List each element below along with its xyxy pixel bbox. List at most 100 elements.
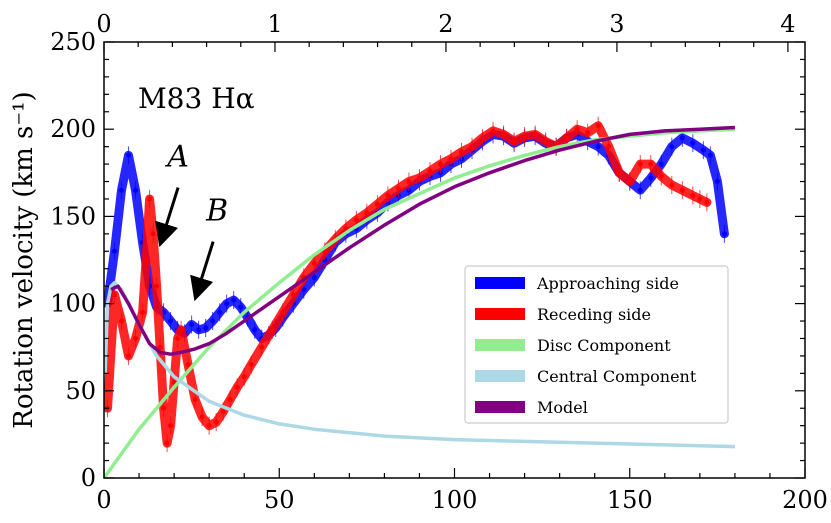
data-point — [164, 440, 170, 446]
legend-swatch — [475, 339, 525, 351]
data-point — [126, 353, 132, 359]
data-point — [532, 131, 538, 137]
data-point — [490, 128, 496, 134]
data-point — [311, 274, 317, 280]
data-point — [690, 140, 696, 146]
legend-entry: Approaching side — [536, 274, 679, 293]
data-point — [616, 170, 622, 176]
legend-entry: Disc Component — [537, 336, 671, 355]
data-point — [690, 192, 696, 198]
data-point — [210, 318, 216, 324]
data-point — [154, 283, 160, 289]
x-tick-label: 150 — [607, 486, 653, 514]
data-point — [697, 196, 703, 202]
x-tick-label: 100 — [432, 486, 478, 514]
data-point — [220, 409, 226, 415]
data-point — [437, 161, 443, 167]
data-point — [227, 397, 233, 403]
data-point — [637, 187, 643, 193]
legend-swatch — [475, 308, 525, 320]
panel-label: M83 Hα — [138, 82, 255, 115]
data-point — [290, 292, 296, 298]
data-point — [658, 161, 664, 167]
data-point — [679, 187, 685, 193]
legend-entry: Receding side — [537, 305, 651, 324]
data-point — [157, 344, 163, 350]
series-line — [110, 125, 735, 356]
data-point — [595, 144, 601, 150]
data-point — [480, 135, 486, 141]
series-receding-side — [104, 116, 712, 453]
series-model — [110, 125, 735, 356]
legend-swatch — [475, 401, 525, 413]
data-point — [459, 149, 465, 155]
top-x-tick-label: 2 — [438, 10, 453, 38]
annotation-arrow — [190, 241, 215, 302]
y-axis-title: Rotation velocity (km s⁻¹) — [9, 91, 39, 428]
data-point — [252, 327, 258, 333]
data-point — [133, 335, 139, 341]
data-point — [147, 196, 153, 202]
data-point — [543, 138, 549, 144]
data-point — [168, 423, 174, 429]
data-point — [241, 374, 247, 380]
data-point — [311, 260, 317, 266]
top-x-tick-label: 4 — [780, 10, 795, 38]
y-tick-label: 250 — [50, 28, 96, 56]
data-point — [637, 161, 643, 167]
top-x-tick-label: 0 — [96, 10, 111, 38]
data-point — [364, 210, 370, 216]
data-point — [126, 152, 132, 158]
data-point — [185, 362, 191, 368]
data-point — [238, 304, 244, 310]
data-point — [585, 130, 591, 136]
x-tick-label: 0 — [96, 486, 111, 514]
x-tick-label: 200 — [782, 486, 828, 514]
data-point — [133, 187, 139, 193]
legend: Approaching side Receding side Disc Compon… — [464, 265, 729, 424]
data-point — [119, 187, 125, 193]
data-point — [627, 179, 633, 185]
annotation-label: A — [164, 140, 189, 175]
legend-swatch — [475, 370, 525, 382]
data-point — [192, 397, 198, 403]
data-point — [700, 147, 706, 153]
data-point — [522, 133, 528, 139]
data-layer — [104, 116, 735, 478]
data-point — [669, 182, 675, 188]
data-point — [199, 414, 205, 420]
data-point — [269, 327, 275, 333]
data-point — [119, 318, 125, 324]
data-point — [648, 175, 654, 181]
y-tick-label: 0 — [81, 464, 96, 492]
data-point — [714, 179, 720, 185]
annotation-layer: AB — [155, 140, 228, 302]
data-point — [280, 309, 286, 315]
data-point — [189, 322, 195, 328]
top-x-tick-label: 3 — [609, 10, 624, 38]
y-tick-label: 50 — [65, 377, 96, 405]
data-point — [606, 144, 612, 150]
legend-box — [464, 265, 729, 424]
data-point — [175, 335, 181, 341]
data-point — [395, 185, 401, 191]
data-point — [704, 199, 710, 205]
x-tick-label: 50 — [264, 486, 295, 514]
data-point — [385, 192, 391, 198]
data-point — [217, 309, 223, 315]
data-point — [406, 179, 412, 185]
data-point — [231, 297, 237, 303]
data-point — [248, 362, 254, 368]
legend-swatch — [475, 277, 525, 289]
y-tick-label: 100 — [50, 290, 96, 318]
data-point — [511, 138, 517, 144]
data-point — [427, 168, 433, 174]
data-point — [469, 144, 475, 150]
y-tick-label: 200 — [50, 115, 96, 143]
data-point — [564, 135, 570, 141]
data-point — [648, 161, 654, 167]
data-point — [448, 156, 454, 162]
data-point — [213, 419, 219, 425]
